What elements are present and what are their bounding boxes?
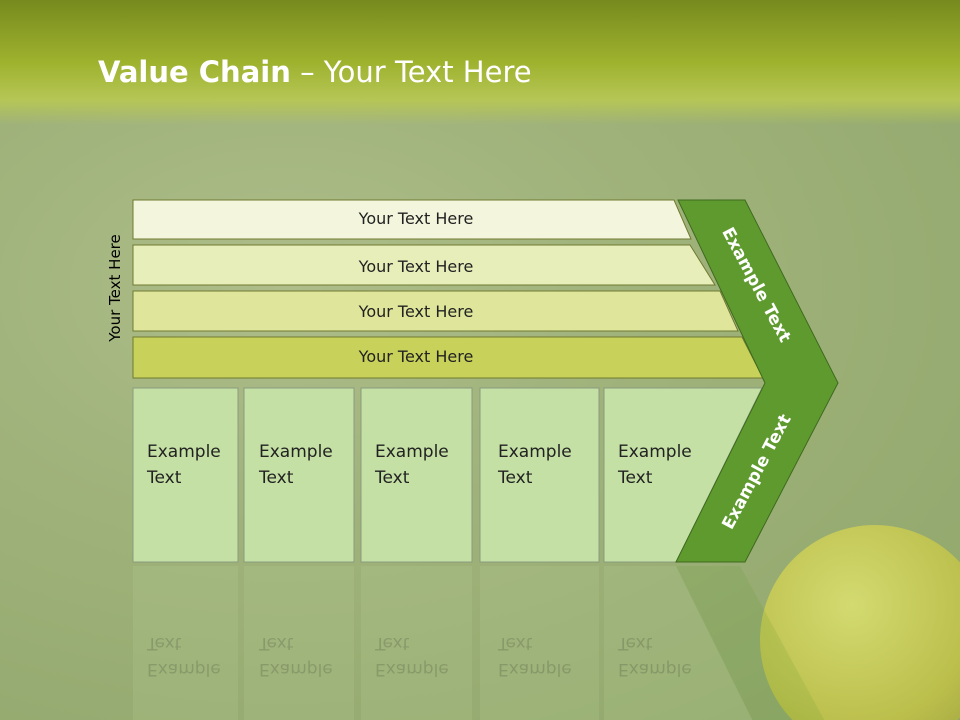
box-2 (243, 387, 355, 563)
box-3-reflection: Example Text (375, 630, 449, 682)
reflection-line2: Text (618, 633, 653, 653)
row-1 (132, 199, 692, 240)
box-5-text: Example Text (618, 439, 692, 491)
reflection-line1: Example (259, 659, 333, 679)
box-1 (132, 387, 239, 563)
header-band (0, 0, 960, 125)
box-2-line2: Text (259, 468, 294, 488)
reflection-line1: Example (147, 659, 221, 679)
reflection-line2: Text (498, 633, 533, 653)
box-5-line2: Text (618, 468, 653, 488)
row-1-text: Your Text Here (358, 209, 474, 228)
box-4 (479, 387, 600, 563)
chevron-arrow (675, 199, 839, 563)
box-1-line2: Text (147, 468, 182, 488)
reflection-line1: Example (498, 659, 572, 679)
box-5-reflection: Example Text (618, 630, 692, 682)
reflection-line2: Text (259, 633, 294, 653)
box-5-line1: Example (618, 442, 692, 462)
row-3-text: Your Text Here (358, 302, 474, 321)
reflection-line2: Text (375, 633, 410, 653)
box-2-line1: Example (259, 442, 333, 462)
box-4-line1: Example (498, 442, 572, 462)
reflection-line1: Example (375, 659, 449, 679)
box-3-line2: Text (375, 468, 410, 488)
box-3-line1: Example (375, 442, 449, 462)
soccer-ball-image (760, 525, 960, 720)
box-1-reflection: Example Text (147, 630, 221, 682)
slide-title: Value Chain – Your Text Here (98, 55, 532, 89)
row-2-text: Your Text Here (358, 257, 474, 276)
reflection-line2: Text (147, 633, 182, 653)
row-2 (132, 244, 716, 286)
box-2-text: Example Text (259, 439, 333, 491)
box-2-reflection: Example Text (259, 630, 333, 682)
title-bold: Value Chain (98, 55, 291, 89)
reflection-line1: Example (618, 659, 692, 679)
box-4-reflection: Example Text (498, 630, 572, 682)
box-4-line2: Text (498, 468, 533, 488)
box-4-text: Example Text (498, 439, 572, 491)
box-3-text: Example Text (375, 439, 449, 491)
row-4-text: Your Text Here (358, 347, 474, 366)
box-3 (360, 387, 473, 563)
box-1-line1: Example (147, 442, 221, 462)
row-3 (132, 290, 739, 332)
box-1-text: Example Text (147, 439, 221, 491)
title-rest: – Your Text Here (290, 55, 532, 89)
